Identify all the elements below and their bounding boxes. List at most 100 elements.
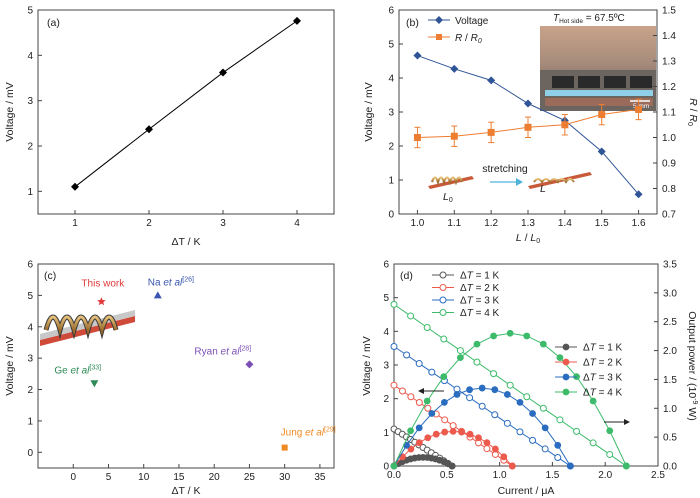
panel-b-xtick-label: 1.2 xyxy=(484,218,498,229)
power-curve-point xyxy=(424,434,432,442)
panel-b-xtick-label: 1.5 xyxy=(595,218,609,229)
resistance-point xyxy=(561,121,569,129)
legend-marker xyxy=(562,358,570,366)
panel-d-ytick-right-label: 1.0 xyxy=(663,404,677,415)
panel-a-ytick-label: 3 xyxy=(27,96,33,107)
voltage-curve-point xyxy=(554,453,562,461)
panel-c-frame xyxy=(37,263,335,469)
voltage-point xyxy=(634,190,643,199)
panel-b-ytick-label: 4 xyxy=(388,74,394,85)
resistance-point xyxy=(598,111,606,119)
legend-label: ΔT = 3 K xyxy=(460,296,500,307)
power-curve-point xyxy=(523,332,531,340)
voltage-curve-point xyxy=(440,335,448,343)
panel-d-ytick-label: 5 xyxy=(383,293,389,304)
power-curve-point xyxy=(473,340,481,348)
voltage-curve-point xyxy=(473,358,481,366)
legend-marker xyxy=(562,388,570,396)
power-curve-point xyxy=(554,441,562,449)
legend-marker xyxy=(439,271,447,279)
panel-b-ytick-label: 5 xyxy=(388,40,394,51)
panel-c-xtick-label: 0 xyxy=(70,472,76,483)
voltage-point xyxy=(487,76,496,85)
panel-c-ytick-label: 6 xyxy=(27,260,33,271)
legend-voltage-label: Voltage xyxy=(455,16,489,27)
panel-b-ytick-label: 3 xyxy=(388,108,394,119)
power-curve-point xyxy=(440,373,448,381)
power-curve-point xyxy=(529,410,536,417)
panel-d-ytick-right-label: 3.5 xyxy=(663,260,677,271)
power-curve-point xyxy=(491,386,499,394)
power-curve-point xyxy=(491,445,499,453)
panel-d: (d) 0.0 0.5 1.0 1.5 2.0 2.5 0 1 2 3 4 5 6 0.0 0.5 1.0 1.… xyxy=(361,260,698,498)
panel-c-ytick-label: 2 xyxy=(27,385,33,396)
voltage-curve-point xyxy=(506,381,514,389)
panel-a-label: (a) xyxy=(47,17,60,29)
voltage-curve-point xyxy=(390,300,398,308)
na-marker xyxy=(153,291,162,299)
power-curve-point xyxy=(428,410,436,417)
legend-label: ΔT = 2 K xyxy=(583,358,623,369)
panel-d-ytick-label: 4 xyxy=(383,327,389,338)
panel-d-xlabel: Current / μA xyxy=(498,485,555,497)
power-curve-point xyxy=(466,430,474,438)
voltage-curve-point xyxy=(403,351,411,359)
voltage-curve-point xyxy=(478,402,486,410)
legend-label: ΔT = 2 K xyxy=(460,283,500,294)
panel-d-xtick-label: 1.0 xyxy=(493,470,507,481)
power-curve-point xyxy=(503,391,511,398)
voltage-curve-point xyxy=(428,368,436,376)
power-curve-point xyxy=(432,430,440,438)
voltage-curve-point xyxy=(541,445,549,453)
ge-marker xyxy=(90,380,99,388)
voltage-curve-point xyxy=(441,416,449,424)
voltage-point xyxy=(450,64,459,73)
point-label: Ge et al[33] xyxy=(54,364,101,376)
power-curve-point xyxy=(539,340,547,348)
panel-a-xtick-label: 3 xyxy=(220,218,226,229)
panel-c-xtick-label: 15 xyxy=(173,472,185,483)
panel-b-ytick-right-label: 1.0 xyxy=(662,133,676,144)
panel-b-ytick-right-label: 1.1 xyxy=(662,108,676,119)
panel-c-xlabel: ΔT / K xyxy=(172,485,201,497)
voltage-curve-point xyxy=(423,323,431,331)
ryan-marker xyxy=(245,360,254,369)
panel-c-ytick-label: 3 xyxy=(27,354,33,365)
power-curve-point xyxy=(423,397,431,405)
panel-d-ytick-label: 0 xyxy=(383,462,389,473)
voltage-curve-point xyxy=(415,399,423,407)
legend-marker xyxy=(439,284,447,291)
power-curve-point xyxy=(541,424,549,432)
power-curve-point xyxy=(556,354,564,362)
panel-a-point xyxy=(219,68,227,77)
power-curve-point xyxy=(589,397,597,405)
panel-a-ylabel: Voltage / mV xyxy=(4,82,16,142)
panel-c-xtick-label: 25 xyxy=(244,472,256,483)
panel-d-xtick-label: 0.5 xyxy=(440,470,454,481)
power-curve-point xyxy=(440,398,448,406)
panel-a-ytick-label: 5 xyxy=(27,6,33,17)
legend-resistance-marker xyxy=(436,34,442,40)
voltage-curve-point xyxy=(529,436,537,444)
panel-d-ytick-label: 1 xyxy=(383,428,389,439)
panel-b-xtick-label: 1.6 xyxy=(632,218,646,229)
panel-c-xtick-label: 30 xyxy=(279,472,291,483)
stretching-inset: stretching L0 L xyxy=(428,163,592,204)
voltage-curve-point xyxy=(491,411,499,419)
voltage-curve-point xyxy=(573,427,581,435)
voltage-curve-point xyxy=(390,342,398,350)
voltage-curve-point xyxy=(390,381,398,389)
voltage-point xyxy=(597,147,606,156)
sample-photo: 5 mm xyxy=(540,26,656,111)
power-curve-point xyxy=(458,428,465,436)
power-curve-point xyxy=(516,398,524,406)
power-curve-point xyxy=(490,332,497,340)
voltage-curve-point xyxy=(398,387,406,395)
panel-a-ytick-label: 1 xyxy=(27,187,33,198)
voltage-curve-point xyxy=(556,416,564,424)
voltage-curve-point xyxy=(456,347,464,355)
panel-c: (c) 0 5 10 15 20 25 30 35 0 1 2 3 4 5 6 This work Na et… xyxy=(4,260,336,498)
point-label: Na et al[26] xyxy=(148,276,194,288)
power-curve-point xyxy=(390,462,398,470)
voltage-curve-point xyxy=(516,428,524,436)
